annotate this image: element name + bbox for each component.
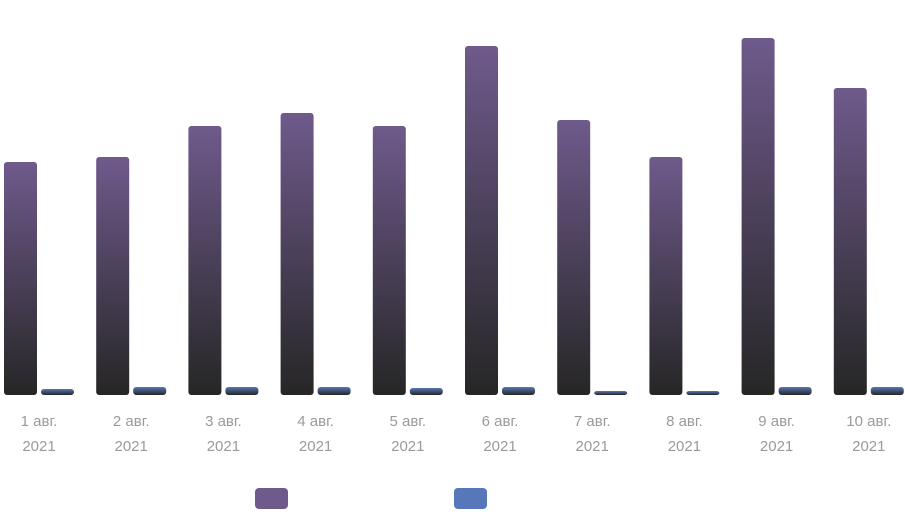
- bar-s1-4[interactable]: [409, 388, 443, 395]
- bar-s1-3[interactable]: [317, 387, 351, 395]
- bar-s0-7[interactable]: [649, 157, 683, 395]
- x-tick-label: 2021: [760, 438, 793, 455]
- bar-s1-5[interactable]: [502, 387, 535, 395]
- x-tick-label: 6 авг.: [482, 413, 519, 430]
- legend-swatch-1[interactable]: [454, 488, 487, 509]
- bar-s1-0[interactable]: [41, 389, 74, 395]
- bar-s0-9[interactable]: [833, 88, 867, 395]
- x-tick-label: 2021: [668, 438, 701, 455]
- x-tick-label: 2021: [391, 438, 424, 455]
- x-tick-label: 3 авг.: [205, 413, 242, 430]
- legend-swatch-0[interactable]: [255, 488, 288, 509]
- bar-s0-1[interactable]: [96, 157, 130, 395]
- bar-s0-0[interactable]: [4, 162, 37, 395]
- x-axis-ticks: 1 авг. 2021 2 авг. 2021 3 авг. 2021 4 авг. 2021…: [21, 413, 892, 455]
- x-tick-label: 4 авг.: [297, 413, 334, 430]
- x-tick-label: 1 авг.: [21, 413, 58, 430]
- bar-s0-5[interactable]: [465, 46, 498, 395]
- x-tick-label: 2 авг.: [113, 413, 150, 430]
- bar-s0-4[interactable]: [372, 126, 406, 395]
- x-tick-label: 2021: [576, 438, 609, 455]
- legend: [255, 488, 487, 509]
- bar-s0-3[interactable]: [280, 113, 314, 395]
- x-tick-label: 5 авг.: [389, 413, 426, 430]
- bar-s0-8[interactable]: [741, 38, 775, 395]
- bars-layer: [4, 38, 904, 395]
- bar-s1-7[interactable]: [686, 391, 720, 395]
- x-tick-label: 2021: [299, 438, 332, 455]
- x-tick-label: 2021: [115, 438, 148, 455]
- bar-s1-8[interactable]: [778, 387, 812, 395]
- bar-s1-2[interactable]: [225, 387, 259, 395]
- x-tick-label: 9 авг.: [758, 413, 795, 430]
- bar-s0-6[interactable]: [557, 120, 591, 395]
- bar-s1-9[interactable]: [870, 387, 904, 395]
- x-tick-label: 2021: [207, 438, 240, 455]
- x-tick-label: 2021: [852, 438, 885, 455]
- x-tick-label: 2021: [22, 438, 55, 455]
- x-tick-label: 2021: [483, 438, 516, 455]
- x-tick-label: 7 авг.: [574, 413, 611, 430]
- x-tick-label: 10 авг.: [846, 413, 891, 430]
- x-tick-label: 8 авг.: [666, 413, 703, 430]
- bar-s0-2[interactable]: [188, 126, 222, 395]
- bar-s1-1[interactable]: [133, 387, 167, 395]
- bar-s1-6[interactable]: [594, 391, 628, 395]
